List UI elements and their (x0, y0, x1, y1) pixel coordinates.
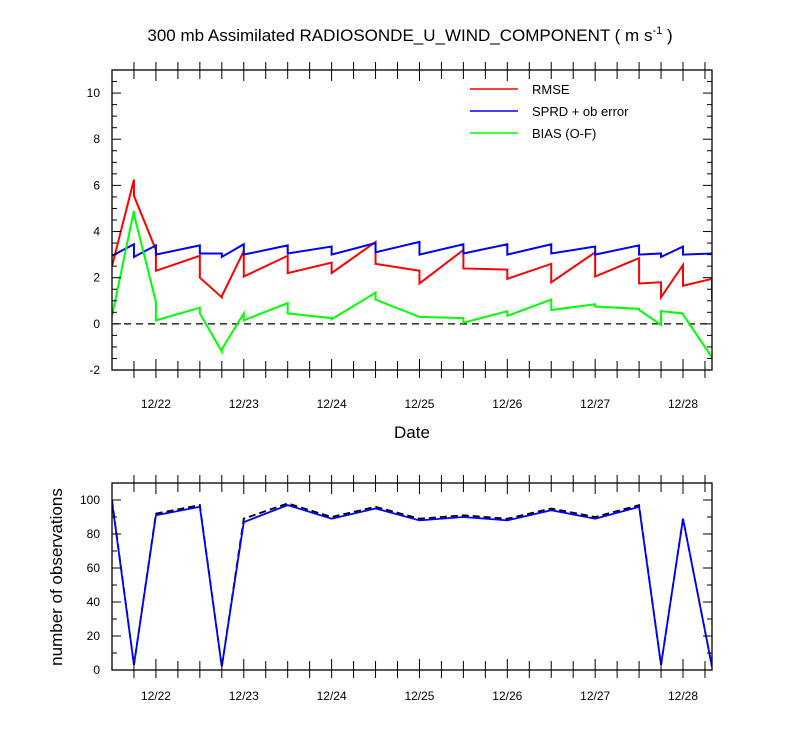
bottom-plot-frame (111, 482, 713, 671)
top-panel: -2 0 2 4 6 8 10 12/22 12/23 12/24 12/25 12/26 12/27… (87, 62, 713, 442)
y-tick-label: 60 (87, 561, 101, 575)
legend: RMSE SPRD + ob error BIAS (O-F) (470, 82, 629, 141)
x-tick-label: 12/27 (580, 397, 610, 411)
y-tick-label: 8 (93, 132, 100, 146)
bottom-ticks (112, 475, 712, 678)
y-tick-label: 0 (93, 317, 100, 331)
y-tick-label: 40 (87, 595, 101, 609)
chart-title-suffix: ) (662, 26, 672, 45)
x-tick-label: 12/26 (492, 397, 522, 411)
x-tick-label: 12/24 (317, 689, 347, 703)
x-tick-label: 12/22 (141, 397, 171, 411)
series-possible-line (112, 499, 712, 667)
chart-title-main: 300 mb Assimilated RADIOSONDE_U_WIND_COM… (147, 26, 652, 45)
y-tick-label: 80 (87, 527, 101, 541)
legend-label-sprd: SPRD + ob error (532, 104, 629, 119)
y-tick-label: 4 (93, 225, 100, 239)
y-tick-label: 6 (93, 178, 100, 192)
x-tick-label: 12/25 (404, 689, 434, 703)
x-tick-label: 12/27 (580, 689, 610, 703)
x-tick-label: 12/22 (141, 689, 171, 703)
y-tick-label: 10 (87, 86, 101, 100)
top-x-tick-labels: 12/22 12/23 12/24 12/25 12/26 12/27 12/28 (141, 397, 698, 411)
x-tick-label: 12/26 (492, 689, 522, 703)
bottom-x-tick-labels: 12/22 12/23 12/24 12/25 12/26 12/27 12/28 (141, 689, 698, 703)
x-tick-label: 12/25 (404, 397, 434, 411)
y-tick-label: 2 (93, 271, 100, 285)
legend-label-bias: BIAS (O-F) (532, 126, 596, 141)
y-tick-label: 0 (93, 663, 100, 677)
y-tick-label: -2 (89, 363, 100, 377)
series-used-line (112, 501, 712, 667)
x-tick-label: 12/24 (317, 397, 347, 411)
top-y-tick-labels: -2 0 2 4 6 8 10 (87, 86, 101, 377)
series-rmse-line (112, 179, 712, 301)
top-ticks (112, 62, 712, 378)
y-tick-label: 100 (80, 493, 100, 507)
x-tick-label: 12/28 (668, 397, 698, 411)
y-tick-label: 20 (87, 629, 101, 643)
series-sprd-ob-error-line (112, 240, 712, 259)
legend-label-rmse: RMSE (532, 82, 570, 97)
series-bias-o-f-line (112, 210, 712, 358)
x-tick-label: 12/23 (229, 689, 259, 703)
chart-title: 300 mb Assimilated RADIOSONDE_U_WIND_COM… (147, 25, 672, 45)
top-x-axis-label: Date (394, 423, 430, 442)
bottom-y-tick-labels: 0 20 40 60 80 100 (80, 493, 100, 677)
chart-title-superscript: -1 (652, 25, 662, 37)
bottom-y-axis-label: number of observations (47, 488, 66, 666)
x-tick-label: 12/23 (229, 397, 259, 411)
x-tick-label: 12/28 (668, 689, 698, 703)
